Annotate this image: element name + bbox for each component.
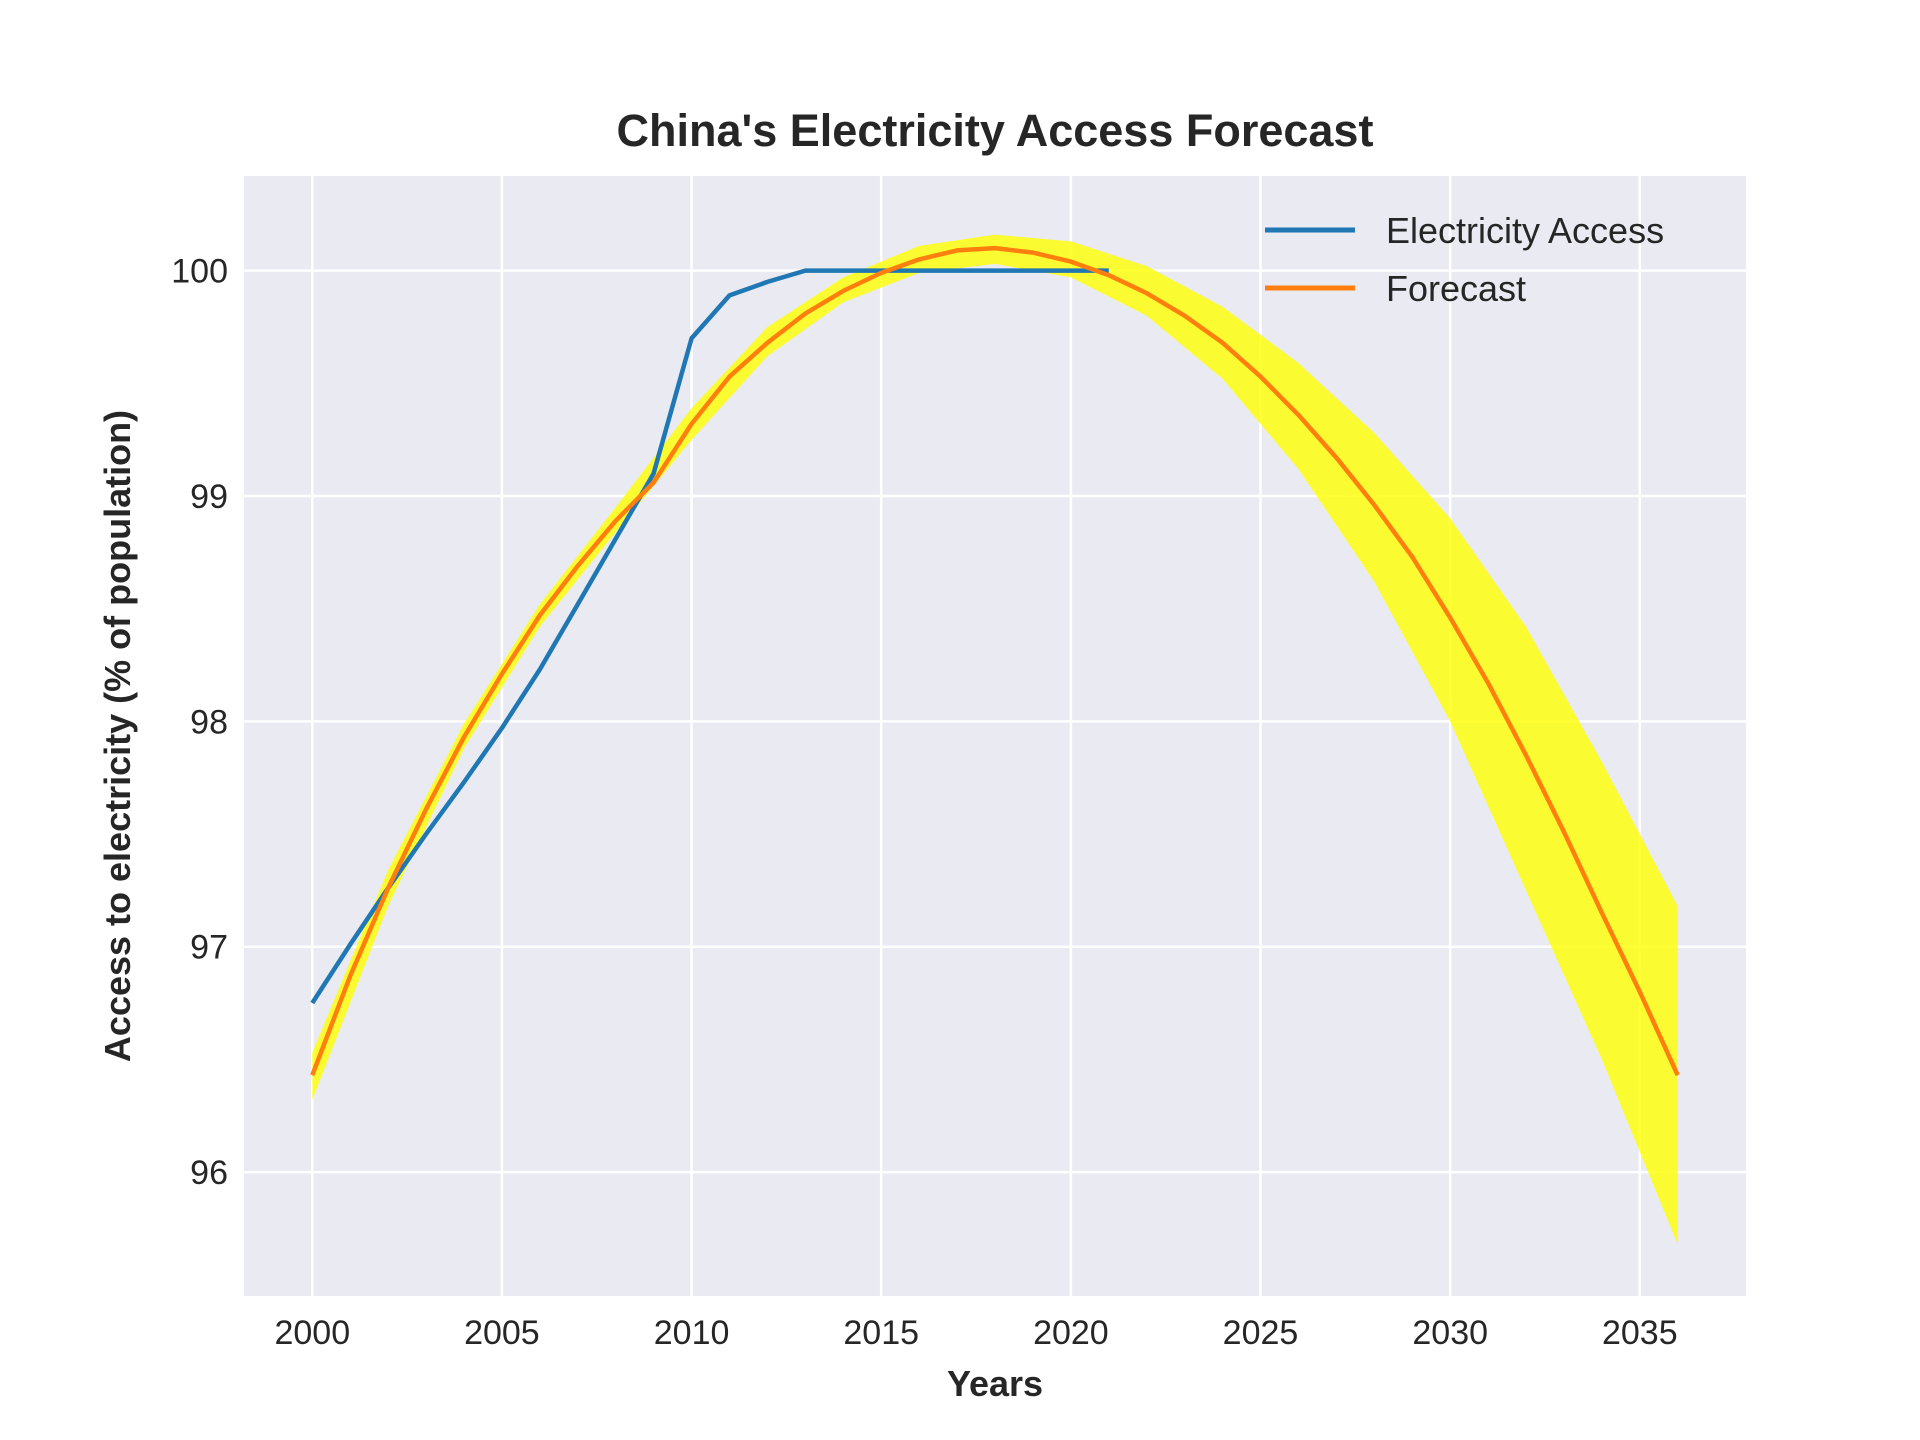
x-tick-label-2010: 2010 bbox=[654, 1314, 730, 1352]
y-axis-label: Access to electricity (% of population) bbox=[97, 410, 138, 1062]
x-tick-label-2035: 2035 bbox=[1602, 1314, 1678, 1352]
x-tick-label-2025: 2025 bbox=[1223, 1314, 1299, 1352]
x-tick-label-2030: 2030 bbox=[1412, 1314, 1488, 1352]
y-tick-label-97: 97 bbox=[190, 929, 228, 967]
y-tick-label-96: 96 bbox=[190, 1154, 228, 1192]
x-axis-ticks: 2000 2005 2010 2015 2020 2025 2030 2035 bbox=[274, 1314, 1677, 1352]
series-line-electricity-access bbox=[310, 268, 1109, 1005]
forecast-confidence-band bbox=[312, 234, 1678, 1245]
series-line-forecast bbox=[310, 245, 1680, 1077]
y-tick-label-99: 99 bbox=[190, 478, 228, 516]
x-axis-label: Years bbox=[947, 1363, 1043, 1404]
y-tick-label-98: 98 bbox=[190, 703, 228, 741]
legend: Electricity Access Forecast bbox=[1265, 210, 1664, 309]
x-tick-label-2020: 2020 bbox=[1033, 1314, 1109, 1352]
x-tick-label-2015: 2015 bbox=[843, 1314, 919, 1352]
chart-title: China's Electricity Access Forecast bbox=[617, 105, 1374, 156]
x-tick-label-2005: 2005 bbox=[464, 1314, 540, 1352]
legend-label-forecast: Forecast bbox=[1386, 268, 1526, 309]
x-tick-label-2000: 2000 bbox=[274, 1314, 350, 1352]
y-axis-ticks: 96 97 98 99 100 bbox=[171, 253, 228, 1192]
legend-label-electricity-access: Electricity Access bbox=[1386, 210, 1664, 251]
y-tick-label-100: 100 bbox=[171, 253, 228, 291]
